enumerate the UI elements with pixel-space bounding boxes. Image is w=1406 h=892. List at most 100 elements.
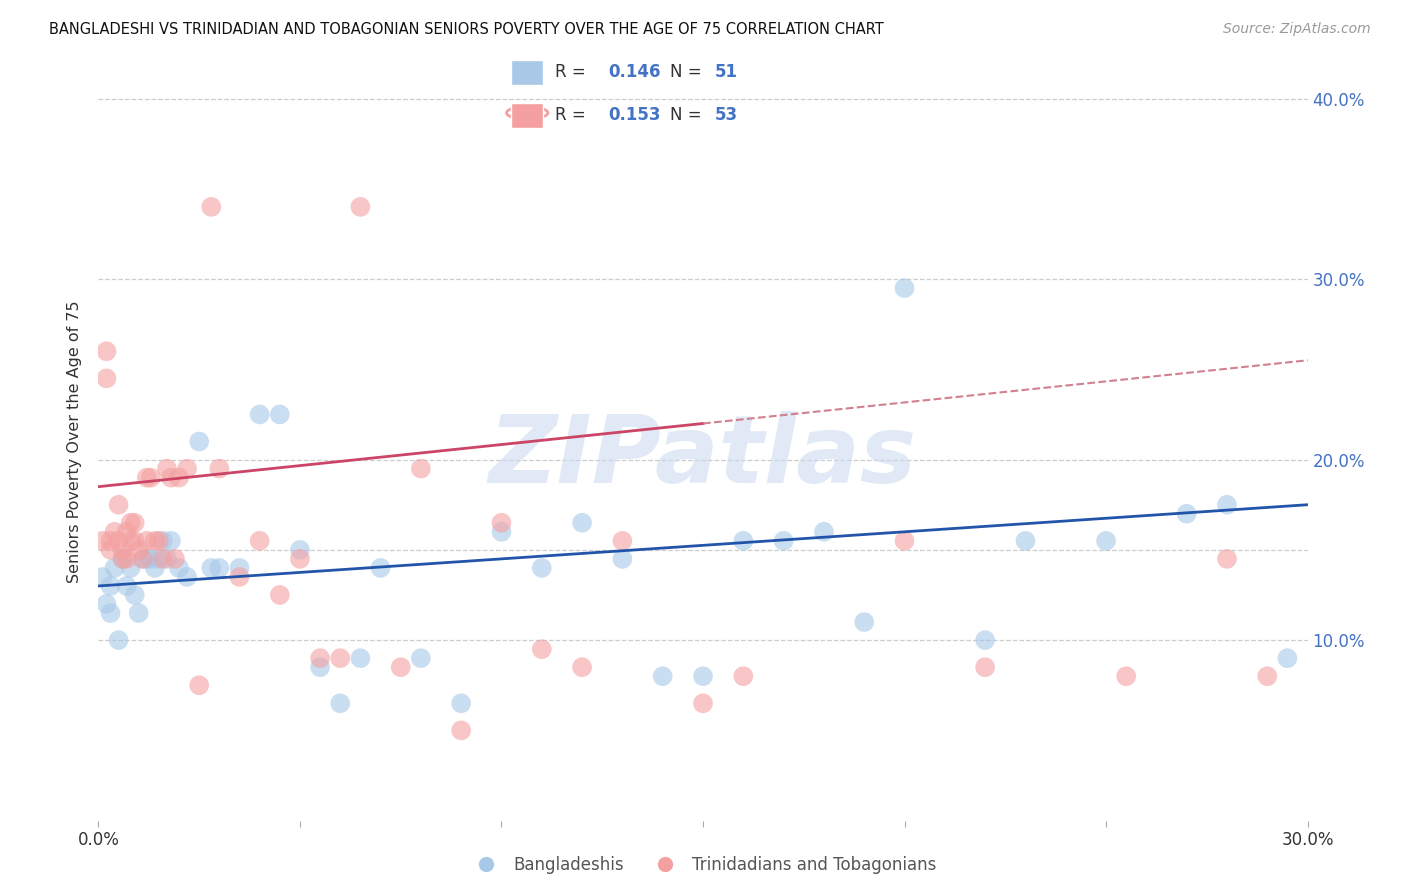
Point	[1277, 651, 1299, 665]
Point	[107, 633, 129, 648]
Point	[409, 461, 432, 475]
Point	[1256, 669, 1278, 683]
Point	[156, 552, 179, 566]
Point	[733, 533, 755, 548]
Point	[389, 660, 412, 674]
Point	[208, 461, 231, 475]
Point	[188, 678, 211, 692]
Text: R =: R =	[555, 62, 592, 81]
Point	[143, 533, 166, 548]
Point	[249, 408, 271, 422]
Point	[96, 371, 118, 385]
Point	[152, 533, 174, 548]
Point	[1115, 669, 1137, 683]
Text: ZIPatlas: ZIPatlas	[489, 410, 917, 503]
Point	[107, 498, 129, 512]
Text: R =: R =	[555, 105, 592, 124]
Point	[228, 561, 250, 575]
Point	[135, 533, 157, 548]
Point	[530, 561, 553, 575]
Text: N =: N =	[671, 62, 707, 81]
Point	[143, 561, 166, 575]
Point	[571, 516, 593, 530]
Point	[269, 408, 291, 422]
Point	[96, 597, 118, 611]
Point	[530, 642, 553, 657]
Point	[692, 696, 714, 710]
Point	[115, 579, 138, 593]
Point	[733, 669, 755, 683]
Point	[111, 542, 134, 557]
Point	[612, 552, 634, 566]
Text: 53: 53	[714, 105, 738, 124]
Point	[124, 588, 146, 602]
Point	[100, 542, 122, 557]
Point	[107, 533, 129, 548]
Point	[974, 633, 997, 648]
Point	[120, 561, 142, 575]
Point	[329, 651, 352, 665]
Point	[409, 651, 432, 665]
Bar	[510, 60, 543, 85]
Point	[128, 542, 150, 557]
Point	[100, 579, 122, 593]
Point	[612, 533, 634, 548]
Point	[200, 561, 222, 575]
Point	[370, 561, 392, 575]
Point	[288, 542, 311, 557]
Point	[329, 696, 352, 710]
Point	[152, 552, 174, 566]
Point	[148, 533, 170, 548]
Point	[349, 200, 371, 214]
Point	[91, 570, 114, 584]
Point	[188, 434, 211, 449]
Point	[249, 533, 271, 548]
Point	[128, 606, 150, 620]
Point	[813, 524, 835, 539]
Point	[208, 561, 231, 575]
Point	[135, 552, 157, 566]
Point	[228, 570, 250, 584]
Point	[167, 470, 190, 484]
Point	[103, 524, 125, 539]
Point	[176, 570, 198, 584]
Point	[135, 470, 157, 484]
Point	[1095, 533, 1118, 548]
Point	[160, 470, 183, 484]
Point	[124, 516, 146, 530]
Point	[1216, 498, 1239, 512]
Point	[1014, 533, 1036, 548]
Point	[139, 470, 162, 484]
Point	[167, 561, 190, 575]
Point	[651, 669, 673, 683]
Point	[176, 461, 198, 475]
Point	[1216, 552, 1239, 566]
Point	[156, 461, 179, 475]
Point	[148, 552, 170, 566]
Legend: Bangladeshis, Trinidadians and Tobagonians: Bangladeshis, Trinidadians and Tobagonia…	[463, 849, 943, 880]
Point	[309, 651, 332, 665]
Bar	[510, 103, 543, 128]
Point	[115, 552, 138, 566]
Point	[772, 533, 794, 548]
Point	[692, 669, 714, 683]
Point	[111, 552, 134, 566]
Text: BANGLADESHI VS TRINIDADIAN AND TOBAGONIAN SENIORS POVERTY OVER THE AGE OF 75 COR: BANGLADESHI VS TRINIDADIAN AND TOBAGONIA…	[49, 22, 884, 37]
Point	[491, 524, 513, 539]
Text: 0.146: 0.146	[609, 62, 661, 81]
Point	[571, 660, 593, 674]
Point	[96, 344, 118, 359]
Text: 0.153: 0.153	[609, 105, 661, 124]
Point	[115, 524, 138, 539]
Point	[491, 516, 513, 530]
Point	[103, 561, 125, 575]
Point	[160, 533, 183, 548]
Point	[100, 533, 122, 548]
Point	[132, 552, 155, 566]
Point	[974, 660, 997, 674]
Point	[349, 651, 371, 665]
Point	[120, 533, 142, 548]
Point	[269, 588, 291, 602]
Point	[163, 552, 186, 566]
Point	[100, 606, 122, 620]
